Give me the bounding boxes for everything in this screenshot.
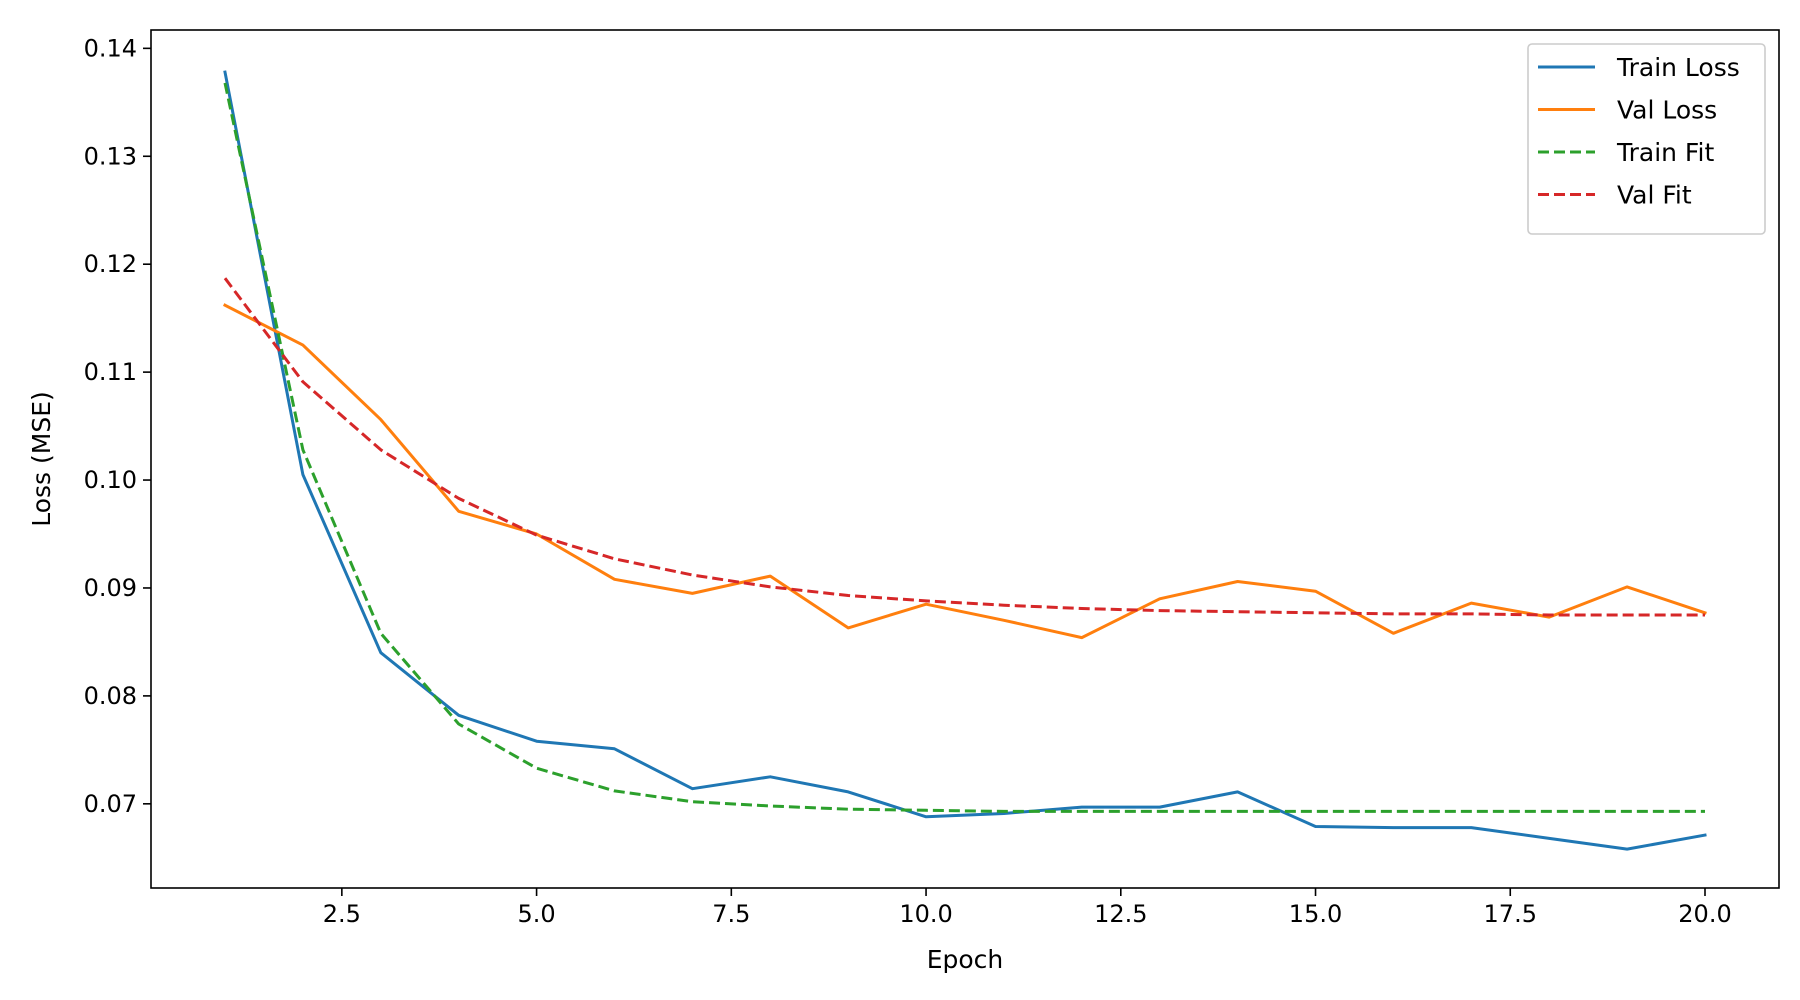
y-tick-label: 0.07: [84, 790, 137, 818]
legend-label: Val Loss: [1617, 96, 1717, 125]
series-line-val-loss: [222, 303, 1707, 640]
series-line-train-loss: [223, 70, 1707, 851]
x-axis-label: Epoch: [927, 945, 1004, 974]
y-tick-label: 0.12: [84, 250, 137, 278]
x-tick-label: 10.0: [899, 900, 952, 928]
y-tick-label: 0.11: [84, 358, 137, 386]
y-tick-label: 0.08: [84, 682, 137, 710]
y-tick-label: 0.09: [84, 574, 137, 602]
x-tick-label: 12.5: [1094, 900, 1147, 928]
x-axis: 2.5 5.0 7.5 10.0 12.5 15.0 17.5 20.0: [323, 888, 1732, 928]
plot-lines: [222, 70, 1707, 851]
x-tick-label: 17.5: [1484, 900, 1537, 928]
legend-label: Train Fit: [1616, 138, 1714, 167]
legend-box: [1527, 43, 1766, 235]
series-line-train-fit: [223, 82, 1705, 813]
legend-label: Train Loss: [1616, 53, 1740, 82]
x-tick-label: 15.0: [1289, 900, 1342, 928]
y-tick-label: 0.10: [84, 466, 137, 494]
x-tick-label: 2.5: [323, 900, 361, 928]
legend-label: Val Fit: [1617, 181, 1692, 210]
y-tick-label: 0.13: [84, 142, 137, 170]
legend: Train Loss Val Loss Train Fit Val Fit: [1527, 43, 1766, 235]
y-axis: 0.07 0.08 0.09 0.10 0.11 0.12 0.13 0.14: [84, 34, 151, 818]
plot-frame: [150, 29, 1780, 889]
x-tick-label: 5.0: [517, 900, 555, 928]
x-tick-label: 20.0: [1678, 900, 1731, 928]
series-line-val-fit: [223, 277, 1705, 617]
x-tick-label: 7.5: [712, 900, 750, 928]
y-axis-label: Loss (MSE): [27, 391, 56, 527]
y-tick-label: 0.14: [84, 34, 137, 62]
